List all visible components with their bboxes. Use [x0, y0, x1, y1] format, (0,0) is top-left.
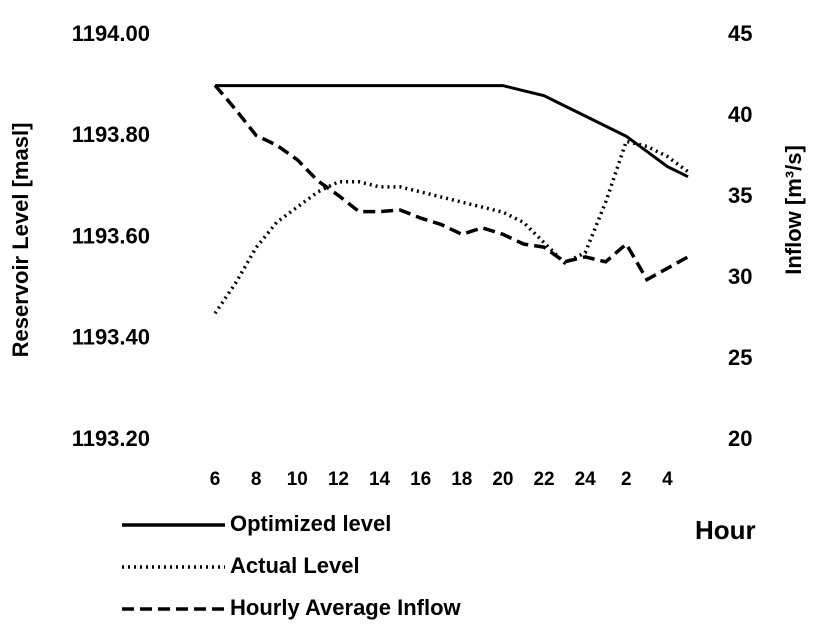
x-tick-label: 16	[410, 469, 431, 490]
y2-tick-label: 30	[728, 264, 752, 289]
x-tick-label: 20	[492, 469, 513, 490]
x-tick-label: 18	[451, 469, 472, 490]
legend-label: Optimized level	[230, 511, 391, 536]
y-tick-label: 1193.80	[72, 122, 150, 147]
y-tick-label: 1194.00	[72, 21, 150, 46]
x-tick-label: 24	[575, 469, 597, 490]
legend-label: Hourly Average Inflow	[230, 595, 462, 620]
y2-axis-title: Inflow [m³/s]	[781, 145, 806, 275]
y2-tick-label: 35	[728, 183, 752, 208]
x-tick-label: 8	[251, 469, 262, 490]
x-tick-label: 10	[287, 469, 308, 490]
x-tick-label: 12	[328, 469, 349, 490]
x-tick-label: 14	[369, 469, 391, 490]
x-tick-label: 2	[621, 469, 632, 490]
y2-tick-label: 40	[728, 102, 752, 127]
series-line	[215, 84, 689, 179]
y-tick-label: 1193.20	[72, 426, 150, 451]
x-tick-label: 4	[662, 469, 673, 490]
series-line	[213, 84, 689, 282]
y-tick-label: 1193.60	[72, 223, 150, 248]
y-tick-label: 1193.40	[72, 325, 150, 350]
y-axis-title: Reservoir Level [masl]	[8, 123, 33, 358]
x-tick-label: 22	[533, 469, 554, 490]
x-tick-label: 6	[210, 469, 221, 490]
x-axis-title: Hour	[695, 515, 756, 545]
y2-tick-label: 20	[728, 426, 752, 451]
y2-tick-label: 45	[728, 21, 752, 46]
y2-tick-label: 25	[728, 345, 752, 370]
legend-label: Actual Level	[230, 553, 360, 578]
series-line	[213, 139, 690, 315]
